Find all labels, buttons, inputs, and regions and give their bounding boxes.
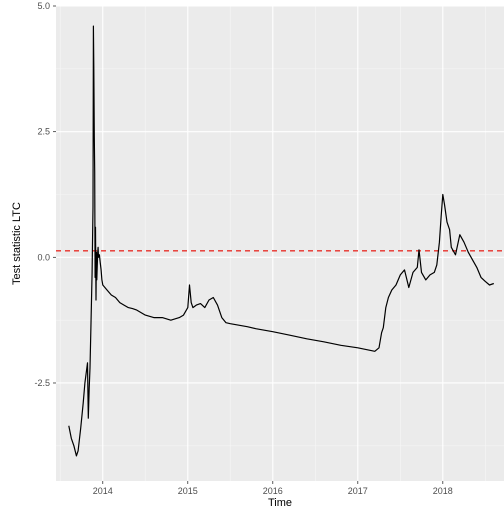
y-tick-label: 5.0 bbox=[37, 1, 50, 11]
test-statistic-line bbox=[68, 25, 494, 457]
x-tick-label: 2017 bbox=[348, 486, 368, 496]
x-tick-label: 2015 bbox=[178, 486, 198, 496]
minor-grid bbox=[56, 6, 504, 481]
y-axis-title: Test statistic LTC bbox=[11, 202, 23, 285]
x-tick-label: 2014 bbox=[93, 486, 113, 496]
major-grid bbox=[56, 5, 504, 481]
x-axis-title: Time bbox=[268, 497, 292, 509]
y-tick-label: -2.5 bbox=[34, 378, 50, 388]
y-tick-label: 0.0 bbox=[37, 252, 50, 262]
x-tick-label: 2018 bbox=[433, 486, 453, 496]
plot-panel bbox=[56, 6, 504, 481]
x-tick-label: 2016 bbox=[263, 486, 283, 496]
y-axis: -2.5 0.0 2.5 5.0 bbox=[34, 1, 56, 388]
x-axis: 2014 2015 2016 2017 2018 bbox=[93, 481, 453, 496]
y-tick-label: 2.5 bbox=[37, 127, 50, 137]
